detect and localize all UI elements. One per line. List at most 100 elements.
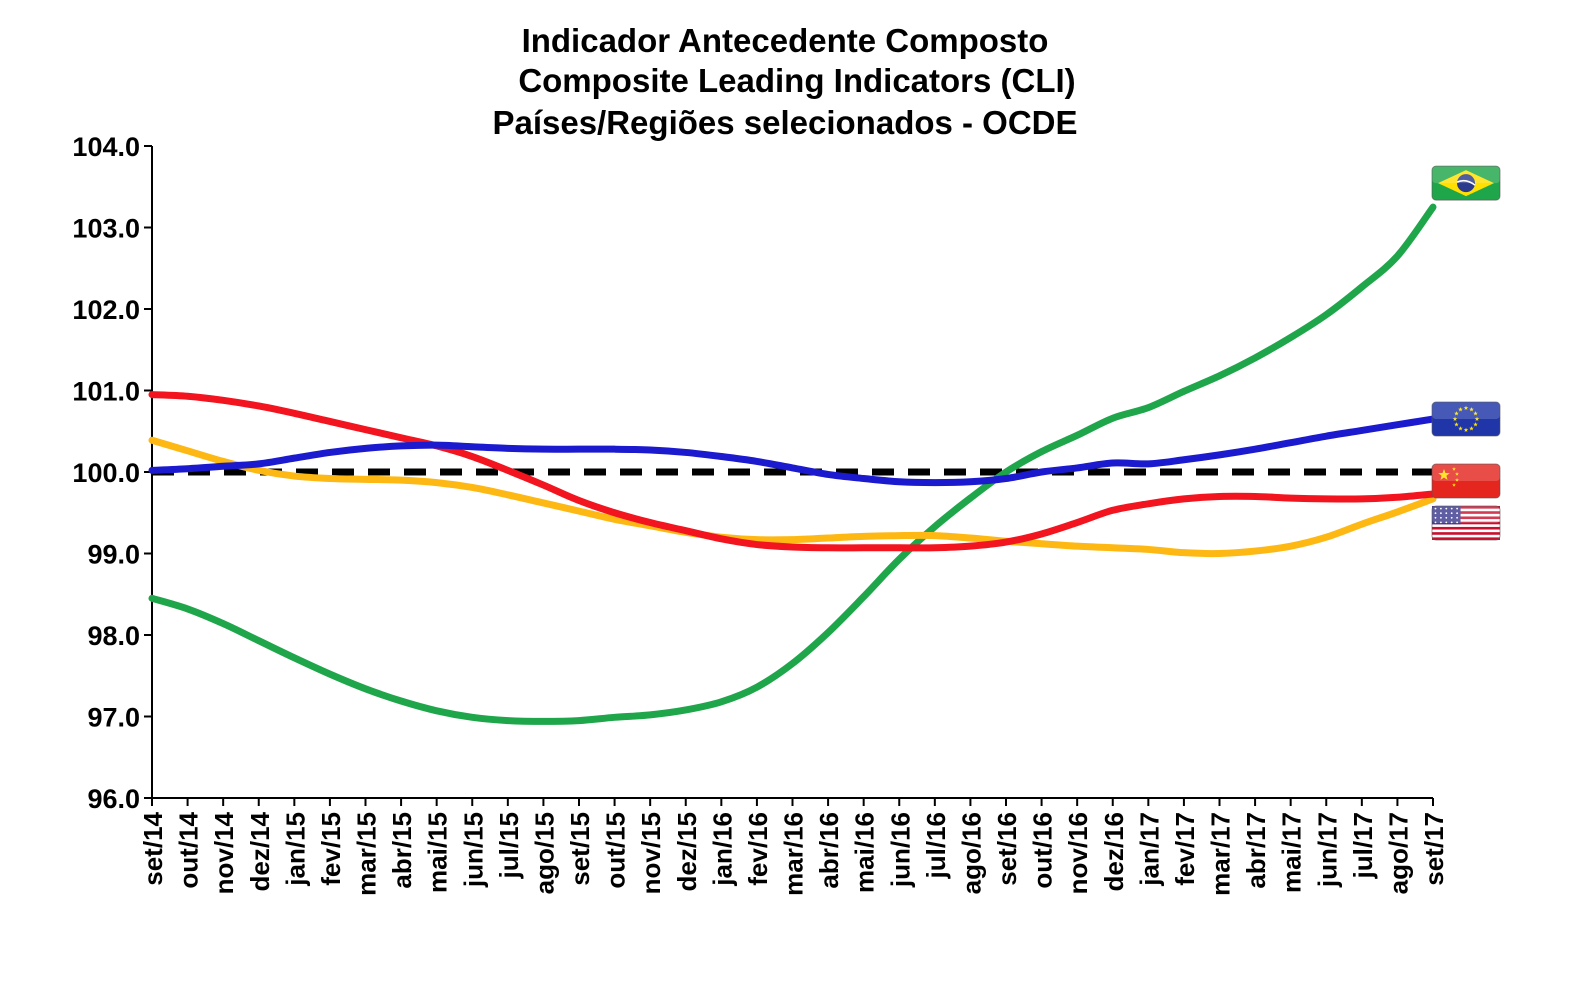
x-tick-label: jul/16 xyxy=(921,812,951,879)
series-lines xyxy=(148,203,1437,725)
flag-stripe xyxy=(1432,537,1500,540)
flag-dot-star xyxy=(1434,521,1437,524)
flag-small-star xyxy=(1452,483,1456,487)
y-tick-label: 103.0 xyxy=(72,214,140,244)
x-tick-label: jun/16 xyxy=(885,812,915,888)
x-tick-label: abr/16 xyxy=(814,812,844,889)
flag-big-star xyxy=(1438,469,1450,480)
usa-flag-icon xyxy=(1431,505,1501,541)
x-tick-label: set/16 xyxy=(992,812,1022,886)
flag-star xyxy=(1473,422,1478,427)
flag-dot-star xyxy=(1440,507,1442,510)
brazil-flag-icon xyxy=(1431,165,1501,201)
y-tick-label: 99.0 xyxy=(87,540,140,570)
flag-stripe xyxy=(1432,506,1500,509)
x-tick-label: jun/17 xyxy=(1312,812,1342,888)
x-tick-label: set/15 xyxy=(565,812,595,886)
flag-sheen xyxy=(1432,166,1500,184)
flag-star xyxy=(1463,405,1469,410)
flag-stripe xyxy=(1432,532,1500,535)
flag-small-star xyxy=(1452,467,1456,471)
flag-dot-star xyxy=(1445,516,1448,519)
series-line-brazil xyxy=(148,203,1437,725)
flag-small-star xyxy=(1455,478,1459,482)
flag-dot-star xyxy=(1440,516,1442,519)
flag-band xyxy=(1456,179,1476,186)
flag-star xyxy=(1458,407,1463,412)
y-tick-label: 97.0 xyxy=(87,703,140,733)
flag-star xyxy=(1474,416,1480,421)
x-tick-label: dez/14 xyxy=(245,811,275,891)
china-flag-icon xyxy=(1431,463,1501,499)
flag-star xyxy=(1463,427,1469,432)
flag-stripe xyxy=(1432,511,1500,514)
flag-field xyxy=(1432,464,1500,498)
flag-dot-star xyxy=(1450,516,1453,519)
flag-star xyxy=(1458,426,1463,431)
flag-border xyxy=(1431,401,1501,437)
x-tick-label: set/14 xyxy=(138,811,168,885)
flag-small-star xyxy=(1455,472,1459,476)
flag-star xyxy=(1454,422,1459,427)
flag-star xyxy=(1454,411,1459,416)
x-tick-label: ago/17 xyxy=(1383,812,1413,894)
x-tick-label: jun/15 xyxy=(458,812,488,888)
y-tick-label: 96.0 xyxy=(87,784,140,814)
legend-flags xyxy=(1431,165,1501,541)
y-tick-label: 100.0 xyxy=(72,458,140,488)
x-tick-label: jul/15 xyxy=(494,812,524,879)
flag-field xyxy=(1432,402,1500,437)
flag-stripe xyxy=(1432,521,1500,525)
flag-dot-star xyxy=(1445,521,1448,524)
y-tick-label: 104.0 xyxy=(72,132,140,162)
flag-dot-star xyxy=(1456,507,1458,510)
x-tick-label: fev/17 xyxy=(1170,812,1200,886)
flag-dot-star xyxy=(1456,516,1458,519)
flag-dot-star xyxy=(1450,521,1453,524)
flag-border xyxy=(1431,165,1501,201)
x-tick-label: out/15 xyxy=(601,812,631,889)
x-tick-label: fev/15 xyxy=(316,812,346,886)
x-tick-label: mai/15 xyxy=(423,812,453,893)
flag-star xyxy=(1469,407,1474,412)
chart-title: Indicador Antecedente Composto Composite… xyxy=(492,22,1077,141)
x-tick-label: mar/16 xyxy=(779,812,809,896)
y-tick-label: 101.0 xyxy=(72,377,140,407)
flag-border xyxy=(1431,463,1501,499)
x-tick-label: dez/16 xyxy=(1099,812,1129,892)
x-tick-label: jan/17 xyxy=(1134,812,1164,887)
x-axis: set/14 out/14 nov/14 dez/14 jan/15 fev/15 mar/… xyxy=(138,797,1449,896)
x-tick-label: mar/17 xyxy=(1206,812,1236,896)
x-tick-label: mai/17 xyxy=(1277,812,1307,893)
flag-star xyxy=(1469,426,1474,431)
x-tick-label: dez/15 xyxy=(672,812,702,892)
flag-dot-star xyxy=(1445,512,1448,515)
flag-border xyxy=(1431,505,1501,541)
chart-title-line-1: Indicador Antecedente Composto xyxy=(522,22,1049,59)
x-tick-label: nov/15 xyxy=(636,812,666,894)
x-tick-label: abr/17 xyxy=(1241,812,1271,889)
y-tick-label: 98.0 xyxy=(87,621,140,651)
flag-star xyxy=(1473,411,1478,416)
x-tick-label: jul/17 xyxy=(1348,812,1378,879)
x-tick-label: nov/16 xyxy=(1063,812,1093,894)
x-tick-label: mar/15 xyxy=(352,812,382,896)
flag-dot-star xyxy=(1456,512,1458,515)
chart-title-line-2: Composite Leading Indicators (CLI) xyxy=(518,62,1075,99)
x-tick-label: nov/14 xyxy=(209,811,239,894)
flag-dot-star xyxy=(1456,521,1458,524)
flag-star xyxy=(1452,416,1458,421)
flag-dot-star xyxy=(1434,516,1437,519)
flag-canton xyxy=(1432,506,1461,525)
chart-title-line-3: Países/Regiões selecionados - OCDE xyxy=(492,104,1077,141)
x-tick-label: fev/16 xyxy=(743,812,773,886)
flag-dot-star xyxy=(1440,521,1442,524)
x-tick-label: jan/15 xyxy=(280,812,310,887)
x-tick-label: abr/15 xyxy=(387,812,417,889)
flag-dot-star xyxy=(1434,512,1437,515)
series-line-china xyxy=(148,391,1437,552)
y-axis: 96.0 97.0 98.0 99.0 100.0 101.0 102.0 103.0 104.… xyxy=(72,132,153,814)
flag-stripe xyxy=(1432,516,1500,520)
flag-dot-star xyxy=(1450,507,1453,510)
flag-dot-star xyxy=(1440,512,1442,515)
